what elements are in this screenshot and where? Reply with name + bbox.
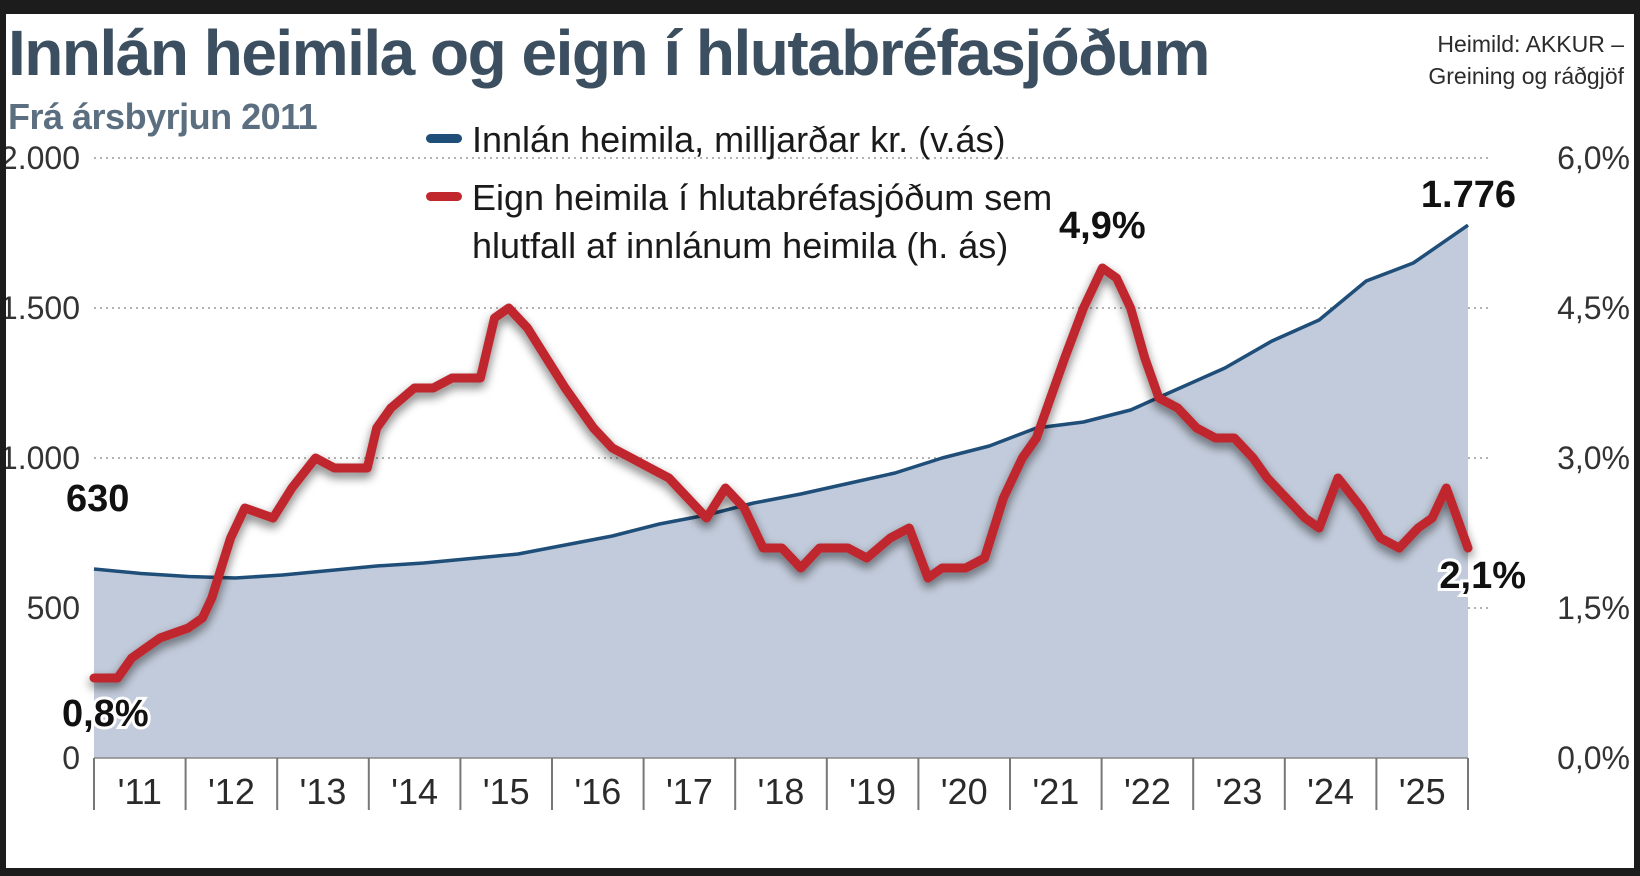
source-line-1: Heimild: AKKUR – — [1437, 31, 1624, 57]
x-tick-label: '17 — [666, 771, 713, 812]
deposits-line — [93, 223, 1469, 580]
left-tick-label: 1.000 — [6, 440, 80, 476]
data-label: 0,8% — [62, 693, 149, 735]
x-tick-label: '14 — [391, 771, 438, 812]
right-tick-label: 3,0% — [1557, 440, 1630, 476]
left-tick-label: 500 — [27, 590, 80, 626]
legend-item-deposits: Innlán heimila, milljarðar kr. (v.ás) — [426, 116, 1112, 164]
left-tick-label: 0 — [62, 740, 80, 776]
legend-swatch-deposits — [426, 134, 462, 143]
legend: Innlán heimila, milljarðar kr. (v.ás) Ei… — [426, 116, 1112, 280]
x-tick-label: '19 — [849, 771, 896, 812]
x-tick-label: '11 — [118, 771, 162, 812]
source-note: Heimild: AKKUR – Greining og ráðgjöf — [1428, 28, 1624, 92]
x-tick-label: '25 — [1399, 771, 1446, 812]
left-tick-label: 1.500 — [6, 290, 80, 326]
line-chart: 0 500 1.000 1.500 2.000 0,0% 1,5% 3,0% 4,5% 6,0% '… — [6, 140, 1630, 812]
deposits-area — [94, 225, 1468, 758]
legend-swatch-equity — [426, 192, 462, 201]
x-tick-label: '24 — [1307, 771, 1354, 812]
x-tick-label: '15 — [483, 771, 530, 812]
left-tick-label: 2.000 — [6, 140, 80, 176]
x-tick-label: '23 — [1216, 771, 1263, 812]
legend-label-deposits: Innlán heimila, milljarðar kr. (v.ás) — [472, 119, 1006, 160]
equity-line — [89, 263, 1473, 683]
right-tick-label: 1,5% — [1557, 590, 1630, 626]
data-label: 1.776 — [1421, 174, 1516, 216]
data-label: 630 — [66, 478, 129, 520]
x-tick-label: '16 — [574, 771, 621, 812]
source-line-2: Greining og ráðgjöf — [1428, 63, 1624, 89]
x-tick-label: '22 — [1124, 771, 1171, 812]
legend-label-equity: Eign heimila í hlutabréfasjóðum sem hlut… — [472, 177, 1053, 266]
chart-title: Innlán heimila og eign í hlutabréfasjóðu… — [8, 17, 1210, 89]
data-label: 2,1% — [1439, 555, 1526, 597]
right-tick-label: 4,5% — [1557, 290, 1630, 326]
data-label: 4,9% — [1059, 205, 1146, 247]
x-tick-label: '12 — [208, 771, 255, 812]
chart-card: Innlán heimila og eign í hlutabréfasjóðu… — [6, 14, 1634, 868]
legend-item-equity: Eign heimila í hlutabréfasjóðum sem hlut… — [426, 174, 1112, 270]
x-tick-label: '13 — [300, 771, 347, 812]
right-tick-label: 0,0% — [1557, 740, 1630, 776]
chart-subtitle: Frá ársbyrjun 2011 — [8, 96, 318, 137]
right-tick-label: 6,0% — [1557, 140, 1630, 176]
x-tick-label: '21 — [1032, 771, 1079, 812]
x-tick-label: '20 — [941, 771, 988, 812]
x-tick-label: '18 — [758, 771, 805, 812]
